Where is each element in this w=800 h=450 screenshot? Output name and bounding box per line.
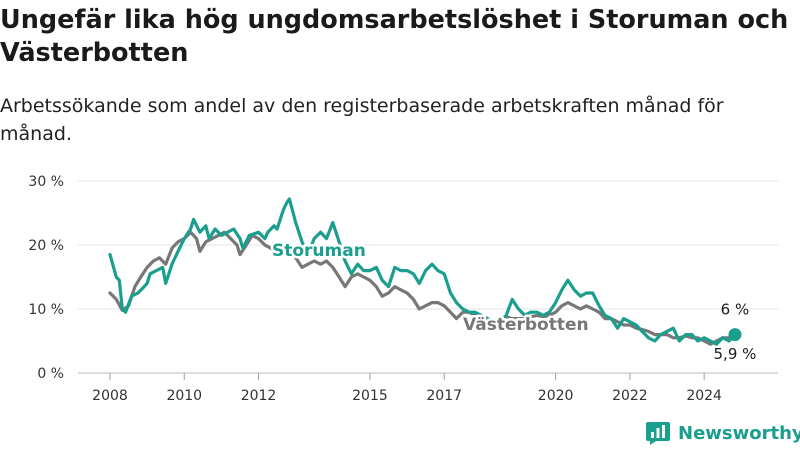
brand-logo[interactable]: Newsworthy	[645, 419, 800, 447]
series-label-vasterbotten: Västerbotten	[463, 315, 589, 335]
series-label-storuman-halo: Storuman	[272, 241, 366, 261]
end-label-vasterbotten-halo: 5,9 %	[714, 345, 757, 363]
x-tick-label: 2010	[166, 388, 202, 404]
x-tick-label: 2012	[241, 388, 277, 404]
y-tick-label: 0 %	[37, 366, 64, 382]
series-label-vasterbotten-halo: Västerbotten	[463, 315, 589, 335]
end-label-storuman: 6 %	[721, 301, 750, 319]
x-tick-label: 2022	[612, 388, 648, 404]
brand-name: Newsworthy	[678, 422, 800, 444]
x-tick-label: 2024	[686, 388, 722, 404]
x-tick-label: 2017	[426, 388, 462, 404]
series-line-vasterbotten	[108, 230, 737, 346]
series-lines	[108, 197, 737, 346]
end-label-vasterbotten: 5,9 %	[714, 345, 757, 363]
end-label-storuman-halo: 6 %	[721, 301, 750, 319]
grid-lines	[78, 180, 778, 374]
chart-title: Ungefär lika hög ungdomsarbetslöshet i S…	[0, 5, 789, 68]
y-tick-label: 30 %	[28, 174, 64, 190]
series-line-storuman	[108, 197, 737, 346]
chart-subtitle: Arbetssökande som andel av den registerb…	[0, 95, 724, 145]
end-point-storuman	[728, 328, 742, 342]
x-axis: 2008 2010 2012 2015 2017 2020 2022 2024	[92, 373, 722, 404]
series-label-storuman: Storuman	[272, 241, 366, 261]
x-tick-label: 2020	[538, 388, 574, 404]
y-axis: 0 % 10 % 20 % 30 %	[28, 174, 64, 382]
x-tick-label: 2008	[92, 388, 128, 404]
newsworthy-logo-icon	[646, 422, 670, 445]
x-tick-label: 2015	[352, 388, 388, 404]
series-labels: StorumanStorumanVästerbottenVästerbotten…	[270, 239, 759, 366]
y-tick-label: 20 %	[28, 238, 64, 254]
y-tick-label: 10 %	[28, 302, 64, 318]
